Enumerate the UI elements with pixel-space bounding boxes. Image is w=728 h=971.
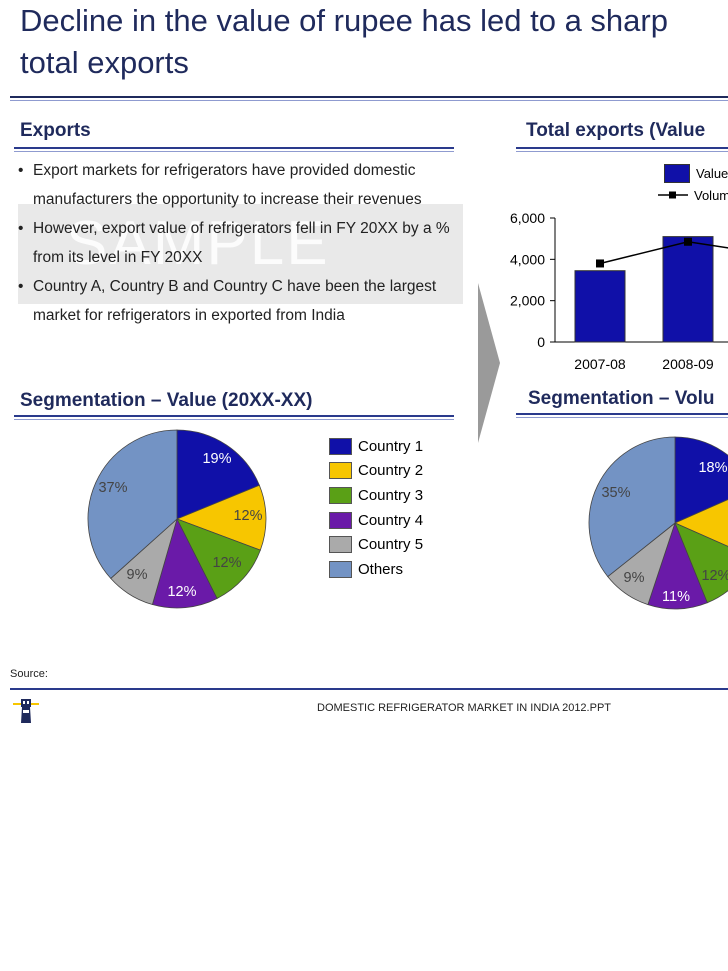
legend-item: Country 3: [329, 483, 423, 508]
footer-filename: DOMESTIC REFRIGERATOR MARKET IN INDIA 20…: [317, 702, 612, 714]
legend-swatch: [329, 511, 352, 529]
lighthouse-logo-icon: [13, 699, 39, 723]
sample-watermark: SAMPLE: [66, 209, 330, 278]
exports-bullet-list: • Export markets for refrigerators have p…: [18, 156, 463, 330]
pie-value-label: 9%: [127, 567, 148, 583]
page-title-line1: Decline in the value of rupee has led to…: [20, 3, 668, 38]
pie-legend: Country 1 Country 2 Country 3 Country 4 …: [329, 434, 423, 582]
pie-chart-volume: 18% 12% 11% 9% 35%: [588, 436, 728, 610]
pie-slice: [674, 522, 728, 604]
y-tick-label: 2,000: [510, 293, 545, 309]
page-title: Decline in the value of rupee has led to…: [20, 0, 728, 84]
bar-chart-heading-rule: [516, 147, 728, 149]
title-divider: [10, 96, 728, 98]
pie-slice: [151, 517, 218, 609]
legend-item: Country 1: [329, 434, 423, 459]
legend-volume: Volum: [658, 184, 728, 206]
legend-item: Country 4: [329, 508, 423, 533]
seg-value-heading: Segmentation – Value (20XX-XX): [20, 390, 313, 411]
legend-swatch: [329, 486, 352, 504]
pie-slice: [674, 499, 728, 547]
exports-heading: Exports: [20, 120, 91, 141]
seg-value-heading-rule-thin: [14, 419, 454, 420]
volume-point: [684, 237, 692, 246]
page-title-line2: total exports: [20, 45, 189, 80]
seg-volume-heading: Segmentation – Volu: [528, 388, 715, 409]
pie-value-label: 37%: [98, 480, 127, 496]
legend-value: Value: [664, 162, 728, 184]
pie-value-label: 12%: [167, 584, 196, 600]
legend-label: Country 2: [358, 462, 424, 480]
bar-chart-heading-rule-thin: [516, 151, 728, 152]
legend-swatch: [329, 437, 352, 455]
pie-value-label: 9%: [624, 570, 645, 586]
bar-value: [574, 270, 626, 343]
pie-slice: [588, 436, 676, 578]
seg-volume-heading-rule: [516, 413, 728, 415]
legend-swatch: [329, 462, 352, 480]
pie-value-label: 12%: [233, 508, 262, 524]
legend-item: Country 5: [329, 532, 423, 557]
pie-value-label: 11%: [662, 589, 690, 605]
bar-chart-heading: Total exports (Value: [526, 120, 706, 141]
pie-slice: [176, 429, 260, 520]
bar-chart-legend: Value Volum: [658, 162, 728, 206]
legend-label: Others: [358, 560, 404, 578]
x-tick-label: 2007-08: [574, 356, 626, 372]
y-tick-label: 6,000: [510, 210, 545, 226]
pie-slice: [674, 436, 728, 524]
legend-value-swatch: [664, 163, 690, 183]
volume-point: [596, 259, 604, 268]
bullet-item: • Country A, Country B and Country C have…: [18, 272, 463, 330]
pie-chart-value: 19% 12% 12% 12% 9% 37%: [87, 429, 267, 609]
legend-volume-label: Volum: [694, 187, 728, 203]
bullet-item: • Export markets for refrigerators have p…: [18, 156, 463, 214]
legend-value-label: Value: [696, 165, 728, 181]
y-tick-label: 4,000: [510, 251, 545, 267]
bar-value: [662, 236, 714, 343]
source-label: Source:: [10, 668, 48, 680]
y-tick-label: 0: [537, 334, 545, 350]
pie-value-label: 35%: [601, 485, 630, 501]
legend-label: Country 5: [358, 536, 424, 554]
pie-slice: [176, 518, 261, 600]
bar-chart: 0 2,000 4,000 6,000 2007-08 2008-09: [510, 210, 728, 372]
legend-swatch: [329, 536, 352, 554]
pie-value-label: 19%: [202, 451, 231, 467]
pie-value-label: 18%: [698, 460, 727, 476]
legend-swatch: [329, 560, 352, 578]
title-divider-thin: [10, 100, 728, 101]
bullet-text: However, export value of refrigerators f…: [33, 220, 450, 266]
sample-watermark-box: [18, 204, 463, 304]
bullet-text: Export markets for refrigerators have pr…: [33, 162, 422, 208]
pie-slice: [87, 429, 178, 579]
pie-value-label: 12%: [701, 568, 728, 584]
footer-divider: [10, 688, 728, 690]
seg-volume-heading-rule-thin: [516, 417, 728, 418]
legend-volume-line-icon: [658, 191, 688, 199]
legend-item: Country 2: [329, 459, 423, 484]
bullet-item: • However, export value of refrigerators …: [18, 214, 463, 272]
legend-item: Others: [329, 557, 423, 582]
chevron-arrow-icon: [478, 283, 500, 443]
pie-value-label: 12%: [212, 555, 241, 571]
bullet-text: Country A, Country B and Country C have …: [33, 278, 437, 324]
legend-label: Country 4: [358, 511, 424, 529]
legend-label: Country 3: [358, 486, 424, 504]
legend-label: Country 1: [358, 437, 424, 455]
exports-heading-rule: [14, 147, 454, 149]
seg-value-heading-rule: [14, 415, 454, 417]
x-tick-label: 2008-09: [662, 356, 714, 372]
exports-heading-rule-thin: [14, 151, 454, 152]
pie-slice: [175, 484, 267, 551]
